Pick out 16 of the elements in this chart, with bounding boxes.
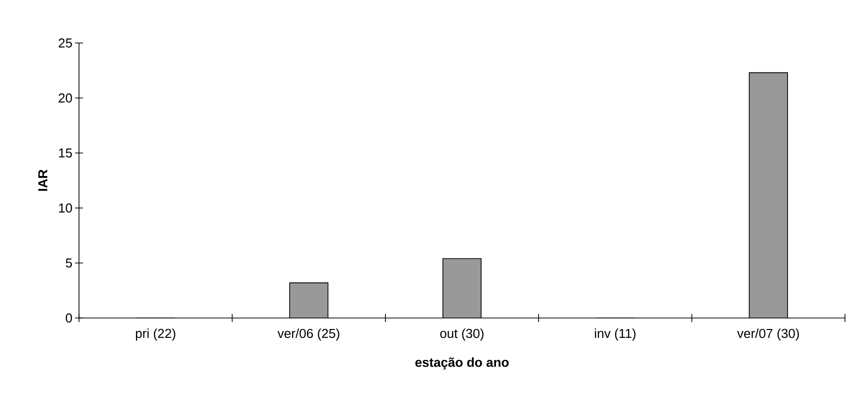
x-axis-title: estação do ano [415, 357, 509, 370]
bar [290, 282, 328, 318]
y-tick-label: 15 [59, 148, 72, 158]
y-tick-label: 25 [58, 38, 72, 48]
x-tick-label: out (30) [440, 328, 484, 341]
x-tick-label: ver/07 (30) [737, 328, 799, 341]
x-tick-label: pri (22) [136, 328, 176, 341]
y-tick-label: 0 [66, 313, 72, 323]
y-axis-title: IAR [38, 170, 48, 191]
bar [442, 258, 482, 318]
x-tick-label: inv (11) [594, 328, 636, 341]
y-tick-label: 10 [59, 203, 72, 213]
x-tick-label: ver/06 (25) [278, 328, 340, 341]
y-tick-label: 5 [66, 258, 72, 268]
y-tick-label: 20 [58, 93, 72, 103]
bar [748, 72, 788, 318]
